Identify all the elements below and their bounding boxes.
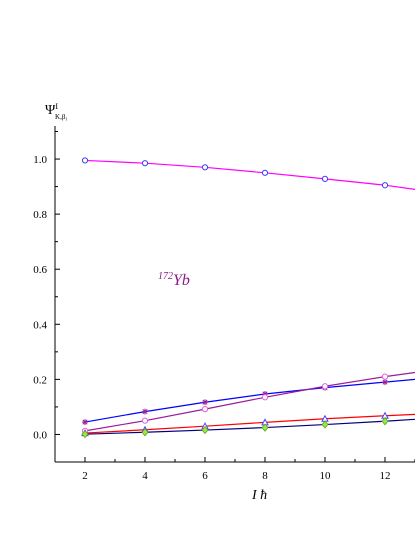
y-axis-label-sup: I [55, 102, 58, 111]
y-tick-label: 0.4 [33, 319, 47, 331]
data-point [141, 160, 149, 167]
data-point [261, 423, 269, 432]
data-point [382, 379, 388, 386]
x-tick-label: 10 [320, 470, 332, 482]
x-tick-label: 6 [202, 470, 208, 482]
y-axis-label-main: Ψ [45, 103, 56, 118]
data-point [381, 417, 389, 426]
x-tick-label: 4 [142, 470, 148, 482]
series-0 [81, 157, 415, 190]
data-point [321, 383, 329, 390]
y-axis-label-sub: K,β₁ [55, 113, 68, 121]
data-point [381, 373, 389, 380]
isotope-mass: 172 [158, 271, 173, 282]
series-1 [82, 378, 415, 426]
y-tick-label: 1.0 [33, 154, 47, 166]
series-line [84, 413, 415, 434]
series-2 [81, 371, 415, 434]
x-axis-label: I ħ [251, 488, 267, 503]
isotope-annotation: 172Yb [158, 271, 190, 289]
y-tick-label: 0.6 [33, 264, 47, 276]
x-tick-label: 12 [380, 470, 391, 482]
y-tick-label: 0.0 [33, 429, 47, 441]
data-point [81, 157, 89, 164]
data-point [202, 399, 208, 406]
x-tick-label: 2 [82, 470, 88, 482]
y-axis-label: ΨI K,β₁ [45, 102, 68, 121]
axes [54, 126, 415, 463]
data-point [201, 164, 209, 171]
data-point [142, 408, 148, 415]
data-point [321, 175, 329, 182]
x-tick-label: 8 [262, 470, 268, 482]
isotope-element: Yb [173, 272, 190, 289]
series-line [84, 418, 415, 435]
data-point [321, 420, 329, 429]
data-point [81, 430, 89, 439]
y-tick-label: 0.2 [33, 374, 47, 386]
data-point [141, 417, 149, 424]
ticks: 2 4 6 8 10 12 0.0 0.2 0.4 0.6 0.8 1.0 [33, 131, 415, 482]
data-point [261, 169, 269, 176]
data-point [201, 406, 209, 413]
data-point [261, 394, 269, 401]
series-layer [81, 157, 415, 439]
data-point [82, 419, 88, 426]
series-line [84, 159, 415, 190]
data-point [141, 428, 149, 437]
series-4 [81, 417, 415, 439]
y-tick-label: 0.8 [33, 209, 47, 221]
data-point [381, 182, 389, 189]
data-point [201, 425, 209, 435]
